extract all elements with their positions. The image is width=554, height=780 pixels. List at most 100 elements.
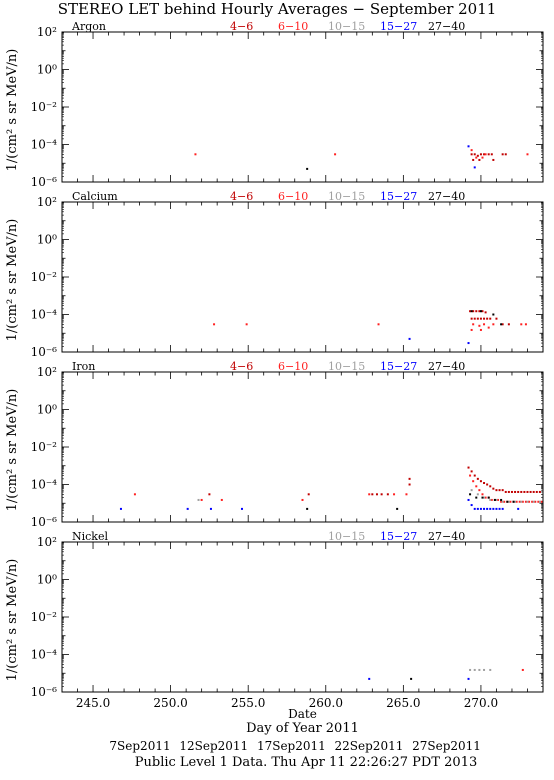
data-point [526,490,529,493]
data-point [481,496,484,499]
data-point [492,507,495,510]
y-tick-label: 10² [37,535,57,549]
data-point [470,470,473,473]
data-point [487,496,490,499]
data-point [489,317,492,320]
data-point [483,507,486,510]
data-point [509,500,512,503]
data-point [213,323,216,326]
x-tick-label: 265.0 [386,696,420,710]
data-point [467,498,470,501]
data-point [501,489,504,492]
y-axis-label: 1/(cm² s sr MeV/n) [5,219,20,342]
data-point [497,498,500,501]
data-point [517,490,520,493]
data-point [119,507,122,510]
data-point [245,323,248,326]
data-point [487,326,490,329]
data-point [521,500,524,503]
data-point [486,507,489,510]
data-point [476,317,479,320]
data-point [208,493,211,496]
data-point [500,323,503,326]
data-point [490,498,493,501]
data-point [476,507,479,510]
data-point [500,500,503,503]
data-point [507,490,510,493]
data-point [523,490,526,493]
y-tick-label: 10⁻⁴ [31,308,58,322]
data-point [133,493,136,496]
data-point [408,483,411,486]
data-point [476,154,479,157]
energy-legend-item: 15−27 [380,190,417,203]
y-tick-label: 10⁻⁴ [31,648,58,662]
data-point [520,490,523,493]
data-point [481,156,484,159]
data-point [470,317,473,320]
data-point [510,490,513,493]
data-point [368,493,371,496]
data-point [534,500,537,503]
x-axis-label: Day of Year 2011 [246,721,359,736]
data-point [483,482,486,485]
data-point [306,507,309,510]
data-point [524,323,527,326]
data-point [507,323,510,326]
data-point [520,500,523,503]
data-point [501,323,504,326]
data-point [486,483,489,486]
y-tick-label: 10⁻⁶ [31,515,58,529]
element-label: Calcium [72,190,118,203]
panels: 10² 10⁰ 10⁻² 10⁻⁴ 10⁻⁶ 1/(cm² s sr MeV/n) Argo… [5,20,544,699]
data-point [492,487,495,490]
y-tick-label: 10² [37,25,57,39]
data-point [529,490,532,493]
x-tick-label: 245.0 [76,696,110,710]
series-4−6 [469,310,510,326]
x-tick-label: 255.0 [231,696,265,710]
data-point [540,500,543,503]
element-label: Argon [71,20,106,33]
y-tick-label: 10⁻⁴ [31,138,58,152]
energy-legend-item: 15−27 [380,360,417,373]
y-axis-label: 1/(cm² s sr MeV/n) [5,559,20,682]
data-point [301,498,304,501]
data-point [386,493,389,496]
data-point [489,668,492,671]
data-point [520,323,523,326]
series-4−6 [470,153,507,161]
data-point [380,493,383,496]
data-point [492,323,495,326]
data-point [476,477,479,480]
data-point [469,493,472,496]
data-point [469,474,472,477]
data-point [479,310,482,313]
y-tick-label: 10² [37,195,57,209]
plot-frame [61,31,544,183]
data-point [478,668,481,671]
data-point [473,507,476,510]
data-point [500,498,503,501]
series-6−10 [521,668,524,671]
energy-legend-item: 27−40 [428,20,465,33]
data-point [405,493,408,496]
x-tick-label: 260.0 [309,696,343,710]
data-point [493,498,496,501]
data-point [478,489,481,492]
data-point [514,490,517,493]
data-point [470,153,473,156]
data-point [410,677,413,680]
data-point [501,500,504,503]
data-point [473,668,476,671]
series-15−27 [467,145,476,169]
data-point [517,507,520,510]
data-point [467,677,470,680]
y-tick-label: 10⁻² [31,610,58,624]
figure-title: STEREO LET behind Hourly Averages − Sept… [58,0,497,18]
data-point [483,153,486,156]
data-point [501,507,504,510]
data-point [495,498,498,501]
data-point [531,500,534,503]
data-point [532,490,535,493]
